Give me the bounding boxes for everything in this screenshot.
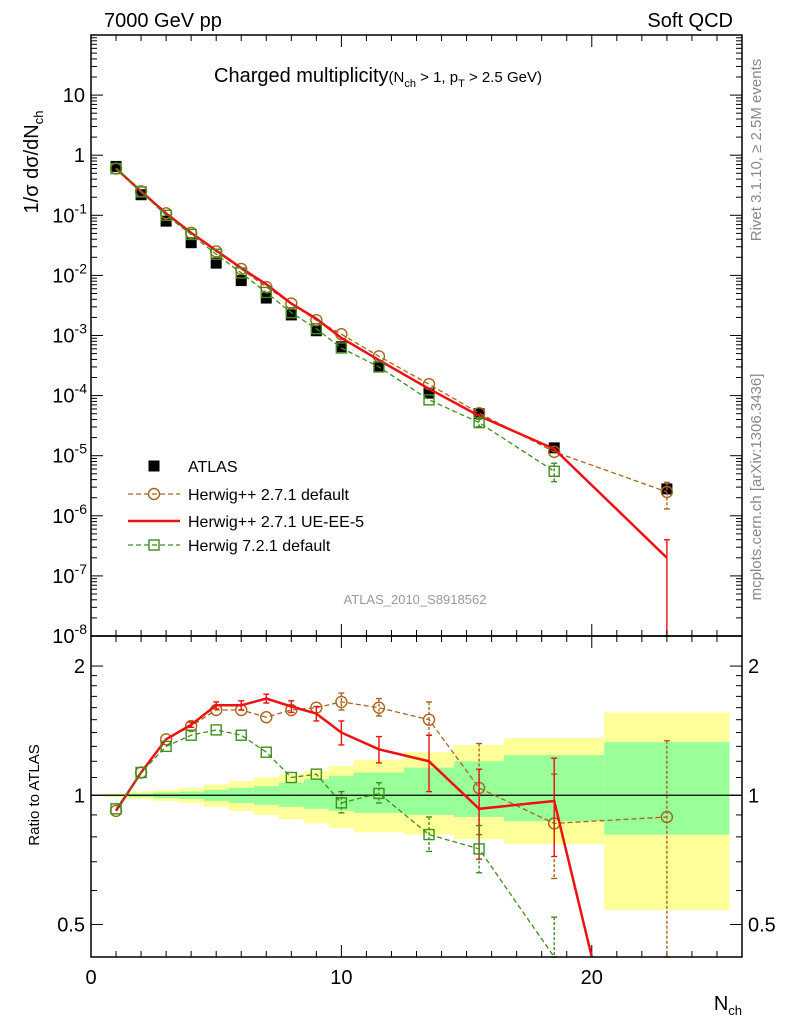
series-point xyxy=(135,186,147,198)
series-point xyxy=(422,713,436,726)
x-tick-label: 20 xyxy=(581,967,603,989)
y-tick-label: 10-2 xyxy=(52,260,87,287)
series-point xyxy=(285,771,298,784)
y-tick-label: 10-6 xyxy=(52,501,87,528)
series-point xyxy=(310,322,323,335)
legend-label: Herwig++ 2.7.1 UE-EE-5 xyxy=(188,514,364,531)
data-point xyxy=(335,341,347,353)
series-point xyxy=(548,445,561,459)
series-point xyxy=(135,766,147,779)
legend-label: Herwig 7.2.1 default xyxy=(188,538,331,555)
series-point xyxy=(372,701,386,714)
series-point xyxy=(110,162,122,175)
source-label: mcplots.cern.ch [arXiv:1306.3436] xyxy=(748,374,765,601)
y-tick-label: 10-5 xyxy=(52,441,87,468)
data-point xyxy=(285,309,297,321)
green-band-bin xyxy=(303,779,329,809)
ratio-y-axis-label: Ratio to ATLAS xyxy=(26,744,43,845)
data-point xyxy=(185,237,197,249)
ratio-y-tick-label-right: 2 xyxy=(748,656,759,678)
series-point xyxy=(285,306,298,319)
data-point xyxy=(148,460,160,472)
ratio-y-tick-label-left: 2 xyxy=(74,656,85,678)
series-point xyxy=(185,729,197,741)
energy-label: 7000 GeV pp xyxy=(104,10,222,32)
svg-text:Ratio to ATLAS: Ratio to ATLAS xyxy=(26,744,43,845)
series-point xyxy=(235,267,247,279)
y-tick-label: 10 xyxy=(63,85,85,107)
y-tick-label: 10-1 xyxy=(52,200,87,227)
data-point xyxy=(135,189,147,201)
series-point xyxy=(159,733,173,746)
data-point xyxy=(423,387,435,399)
ratio-y-tick-label-right: 1 xyxy=(748,785,759,807)
x-tick-label: 0 xyxy=(85,967,96,989)
series-point xyxy=(335,695,348,709)
data-point xyxy=(310,325,322,337)
svg-text:Rivet 3.1.10, ≥ 2.5M events: Rivet 3.1.10, ≥ 2.5M events xyxy=(748,59,765,242)
series-point xyxy=(260,286,272,299)
data-point xyxy=(160,215,172,227)
series-point xyxy=(473,416,485,429)
series-point xyxy=(335,342,348,354)
series-point xyxy=(548,465,560,478)
rivet-label: Rivet 3.1.10, ≥ 2.5M events xyxy=(748,59,765,242)
data-point xyxy=(210,257,222,269)
data-point xyxy=(473,408,485,420)
series-point xyxy=(285,297,298,310)
y-tick-label: 10-8 xyxy=(52,621,87,648)
series-line xyxy=(115,168,668,493)
ratio-frame xyxy=(90,635,743,958)
svg-text:mcplots.cern.ch [arXiv:1306.34: mcplots.cern.ch [arXiv:1306.3436] xyxy=(748,374,765,601)
ratio-y-tick-label-left: 1 xyxy=(74,785,85,807)
series-point xyxy=(373,361,385,373)
legend-label: Herwig++ 2.7.1 default xyxy=(188,487,350,504)
series-point xyxy=(260,711,273,724)
series-point xyxy=(110,803,122,815)
series-point xyxy=(210,248,222,260)
analysis-watermark: ATLAS_2010_S8918562 xyxy=(344,592,487,607)
y-tick-label: 10-4 xyxy=(52,381,87,408)
series-point xyxy=(660,810,674,824)
series-point xyxy=(660,485,674,499)
process-label: Soft QCD xyxy=(647,10,733,32)
data-point xyxy=(110,160,122,172)
series-point xyxy=(335,797,348,809)
series-point xyxy=(185,228,197,241)
series-point xyxy=(423,394,435,406)
y-tick-label: 1 xyxy=(74,145,85,167)
series-point xyxy=(184,719,198,733)
y-tick-label: 10-3 xyxy=(52,321,87,348)
y-axis-label: 1/σ dσ/dNch xyxy=(21,111,46,214)
series-point xyxy=(260,746,272,758)
x-axis-label: Nch xyxy=(714,993,742,1018)
series-line xyxy=(115,167,668,559)
series-point xyxy=(310,313,323,327)
series-point xyxy=(423,828,435,841)
series-point xyxy=(310,768,323,780)
ratio-plot: 0 10 20 0.5 0.5 1 1 2 2 xyxy=(57,35,776,989)
legend: ATLAS Herwig++ 2.7.1 default Herwig++ 2.7.… xyxy=(128,459,364,555)
series-point xyxy=(373,787,385,800)
series-point xyxy=(160,209,172,222)
series-point xyxy=(160,740,172,753)
ratio-y-tick-label-left: 0.5 xyxy=(57,914,85,936)
ratio-y-tick-label-right: 0.5 xyxy=(748,914,776,936)
series-point xyxy=(473,843,485,855)
svg-text:1/σ dσ/dNch: 1/σ dσ/dNch xyxy=(21,111,46,214)
series-point xyxy=(147,487,161,501)
series-point xyxy=(235,729,247,741)
series-point xyxy=(148,539,160,551)
legend-label: ATLAS xyxy=(188,459,238,476)
data-point xyxy=(235,275,247,287)
y-tick-label: 10-7 xyxy=(52,561,87,588)
series-point xyxy=(210,724,222,736)
chart-title: Charged multiplicity(Nch > 1, pT > 2.5 G… xyxy=(214,65,542,90)
series-line xyxy=(115,729,555,958)
x-tick-label: 10 xyxy=(330,967,352,989)
series-line xyxy=(115,168,555,472)
